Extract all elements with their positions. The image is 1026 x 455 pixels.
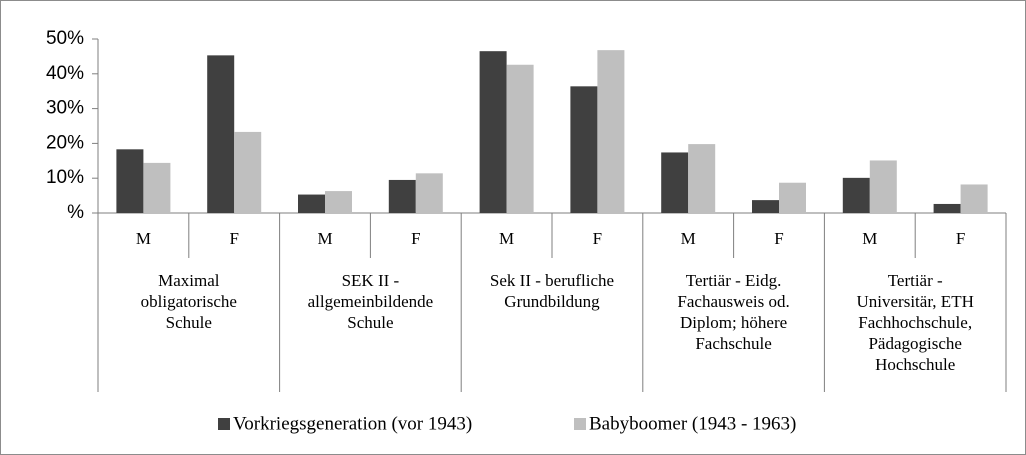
bar — [597, 50, 625, 213]
bar — [207, 55, 235, 213]
bar — [933, 203, 961, 213]
legend-label: Vorkriegsgeneration (vor 1943) — [233, 413, 472, 434]
group-label: Fachschule — [695, 334, 771, 353]
bar — [506, 64, 534, 213]
group-label: Hochschule — [875, 355, 955, 374]
legend-label: Babyboomer (1943 - 1963) — [589, 413, 796, 434]
bar — [325, 191, 352, 213]
bar — [415, 173, 443, 213]
legend-swatch — [218, 418, 230, 430]
bar — [779, 182, 806, 213]
x-tick-label: F — [956, 229, 965, 248]
group-label: obligatorische — [141, 292, 237, 311]
x-tick-label: F — [593, 229, 602, 248]
bar — [298, 194, 325, 213]
bar — [960, 184, 988, 213]
group-label: Schule — [166, 313, 212, 332]
group-label: allgemeinbildende — [308, 292, 434, 311]
y-tick-label: 40% — [46, 63, 84, 84]
group-label: Tertiär - Eidg. — [686, 271, 782, 290]
bar — [234, 131, 262, 213]
x-tick-label: F — [411, 229, 420, 248]
legend-swatch — [574, 418, 586, 430]
bar — [143, 162, 171, 213]
x-tick-label: M — [317, 229, 332, 248]
x-tick-label: M — [136, 229, 151, 248]
bar — [116, 149, 144, 213]
bar — [479, 51, 507, 214]
y-tick-label: 20% — [46, 132, 84, 153]
group-label: Tertiär - — [888, 271, 943, 290]
group-label: Maximal — [158, 271, 220, 290]
bar — [688, 144, 716, 213]
x-tick-label: M — [681, 229, 696, 248]
group-label: Diplom; höhere — [680, 313, 787, 332]
group-label: Grundbildung — [504, 292, 600, 311]
y-tick-label: 50% — [46, 28, 84, 49]
group-label: Universitär, ETH — [857, 292, 974, 311]
group-label: Sek II - berufliche — [490, 271, 614, 290]
y-tick-label: 10% — [46, 167, 84, 188]
bar — [869, 160, 897, 213]
group-label: Pädagogische — [868, 334, 961, 353]
x-tick-label: F — [229, 229, 238, 248]
bar — [752, 200, 779, 213]
group-label: SEK II - — [342, 271, 400, 290]
bar — [570, 86, 598, 213]
group-label: Schule — [347, 313, 393, 332]
bar — [842, 177, 870, 213]
x-tick-label: M — [499, 229, 514, 248]
bar — [388, 179, 416, 213]
x-tick-label: F — [774, 229, 783, 248]
bar — [661, 152, 689, 213]
y-tick-label: % — [67, 202, 84, 223]
y-tick-label: 30% — [46, 98, 84, 119]
group-label: Fachausweis od. — [677, 292, 789, 311]
group-label: Fachhochschule, — [858, 313, 972, 332]
x-tick-label: M — [862, 229, 877, 248]
